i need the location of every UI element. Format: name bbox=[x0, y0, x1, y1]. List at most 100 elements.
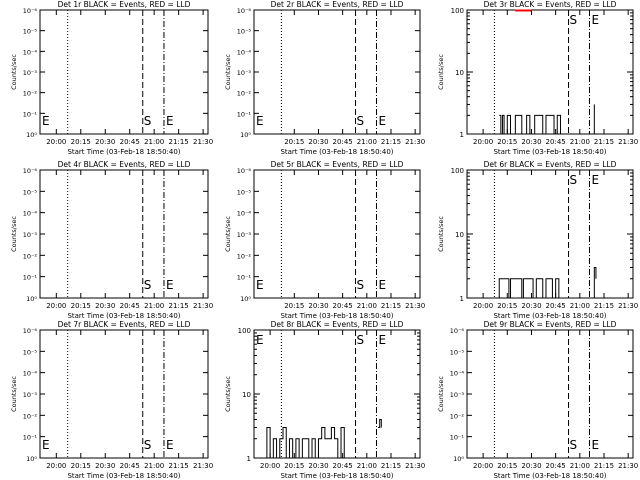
x-tick-label: 20:45 bbox=[333, 302, 353, 310]
chart-panel-8: Det 8r BLACK = Events, RED = LLD Counts/s… bbox=[224, 320, 425, 480]
x-tick-label: 20:45 bbox=[546, 302, 566, 310]
x-tick-label: 20:30 bbox=[308, 138, 328, 146]
x-tick-label: 21:00 bbox=[144, 462, 164, 470]
x-tick-label: 20:30 bbox=[95, 302, 115, 310]
x-tick-label: 21:15 bbox=[381, 302, 401, 310]
x-tick-label: 21:15 bbox=[381, 462, 401, 470]
data-series-line bbox=[592, 266, 597, 299]
x-tick-label: 20:15 bbox=[71, 462, 91, 470]
y-tick-label: 10⁻⁶ bbox=[450, 327, 465, 335]
y-tick-label: 10⁻² bbox=[237, 90, 252, 98]
chart-panel-7: Det 7r BLACK = Events, RED = LLD Counts/s… bbox=[10, 320, 213, 480]
marker-label-s: S bbox=[144, 438, 152, 452]
y-tick-label: 10⁰ bbox=[240, 295, 251, 303]
x-axis-label: Start Time (03-Feb-18 18:50:40) bbox=[67, 148, 180, 156]
x-tick-label: 20:00 bbox=[46, 462, 66, 470]
marker-label-e: E bbox=[256, 278, 264, 292]
plot-frame bbox=[253, 9, 421, 135]
y-tick-label: 10⁻² bbox=[450, 412, 465, 420]
x-tick-label: 21:00 bbox=[570, 302, 590, 310]
x-tick-label: 21:00 bbox=[144, 302, 164, 310]
y-tick-label: 10⁻¹ bbox=[23, 110, 38, 118]
x-axis-label: Start Time (03-Feb-18 18:50:40) bbox=[67, 472, 180, 480]
data-series-line bbox=[263, 426, 345, 459]
x-tick-label: 21:15 bbox=[169, 138, 189, 146]
y-tick-label: 10⁻¹ bbox=[237, 110, 252, 118]
y-tick-label: 10⁻⁶ bbox=[23, 327, 38, 335]
marker-label-e: E bbox=[378, 333, 386, 347]
chart-panel-9: Det 9r BLACK = Events, RED = LLD Counts/s… bbox=[437, 320, 638, 480]
plot-frame bbox=[39, 329, 209, 459]
x-tick-label: 21:15 bbox=[169, 302, 189, 310]
x-tick-label: 21:00 bbox=[144, 138, 164, 146]
x-tick-label: 20:45 bbox=[333, 462, 353, 470]
y-tick-label: 10⁻⁵ bbox=[23, 188, 38, 196]
x-tick-label: 20:15 bbox=[284, 138, 304, 146]
x-tick-label: 20:30 bbox=[95, 462, 115, 470]
y-tick-label: 10⁻² bbox=[23, 90, 38, 98]
x-axis-label: Start Time (03-Feb-18 18:50:40) bbox=[493, 472, 606, 480]
x-tick-label: 21:30 bbox=[405, 462, 425, 470]
x-tick-label: 20:30 bbox=[308, 302, 328, 310]
x-tick-label: 20:15 bbox=[284, 302, 304, 310]
y-tick-label: 1 bbox=[460, 131, 464, 139]
y-tick-label: 10⁻³ bbox=[237, 69, 252, 77]
marker-label-e: E bbox=[166, 278, 174, 292]
plot-frame bbox=[253, 169, 421, 299]
y-tick-label: 10⁻⁵ bbox=[237, 188, 252, 196]
y-tick-label: 10⁻² bbox=[23, 412, 38, 420]
x-tick-label: 21:00 bbox=[357, 462, 377, 470]
y-tick-label: 10⁻³ bbox=[23, 391, 38, 399]
chart-panel-2: Det 2r BLACK = Events, RED = LLD Counts/s… bbox=[224, 0, 425, 156]
x-tick-label: 20:30 bbox=[95, 138, 115, 146]
x-tick-label: 21:30 bbox=[405, 302, 425, 310]
y-tick-label: 10⁰ bbox=[26, 455, 37, 463]
y-tick-label: 1 bbox=[247, 455, 251, 463]
marker-label-e: E bbox=[256, 114, 264, 128]
marker-label-e: E bbox=[42, 114, 50, 128]
x-tick-label: 21:15 bbox=[594, 302, 614, 310]
x-axis-label: Start Time (03-Feb-18 18:50:40) bbox=[493, 148, 606, 156]
marker-label-s: S bbox=[357, 114, 365, 128]
y-tick-label: 10⁻³ bbox=[23, 69, 38, 77]
y-axis-label: Counts/sec bbox=[437, 376, 445, 412]
y-axis-label: Counts/sec bbox=[437, 216, 445, 252]
data-series-line bbox=[497, 278, 560, 299]
y-tick-label: 10⁰ bbox=[453, 455, 464, 463]
y-tick-label: 10⁻⁴ bbox=[237, 210, 252, 218]
data-series-line bbox=[592, 104, 595, 135]
y-tick-label: 10⁻⁵ bbox=[23, 348, 38, 356]
y-tick-label: 10⁻³ bbox=[450, 391, 465, 399]
x-tick-label: 20:30 bbox=[521, 462, 541, 470]
x-tick-label: 20:15 bbox=[71, 302, 91, 310]
x-tick-label: 20:45 bbox=[546, 138, 566, 146]
y-tick-label: 100 bbox=[451, 7, 464, 15]
chart-title: Det 8r BLACK = Events, RED = LLD bbox=[271, 320, 404, 329]
marker-label-e: E bbox=[166, 114, 174, 128]
y-tick-label: 10⁻⁴ bbox=[450, 370, 465, 378]
marker-label-e: E bbox=[42, 438, 50, 452]
chart-title: Det 5r BLACK = Events, RED = LLD bbox=[271, 160, 404, 169]
x-tick-label: 20:30 bbox=[521, 302, 541, 310]
y-tick-label: 10 bbox=[455, 231, 464, 239]
x-tick-label: 20:15 bbox=[71, 138, 91, 146]
x-tick-label: 20:00 bbox=[473, 138, 493, 146]
marker-label-s: S bbox=[570, 173, 578, 187]
chart-title: Det 6r BLACK = Events, RED = LLD bbox=[484, 160, 617, 169]
chart-panel-1: Det 1r BLACK = Events, RED = LLD Counts/s… bbox=[10, 0, 213, 156]
x-tick-label: 21:30 bbox=[618, 302, 638, 310]
y-tick-label: 10⁻⁵ bbox=[23, 28, 38, 36]
y-axis-label: Counts/sec bbox=[10, 54, 18, 90]
y-tick-label: 10⁻⁴ bbox=[23, 370, 38, 378]
x-tick-label: 21:15 bbox=[594, 138, 614, 146]
x-tick-label: 20:30 bbox=[521, 138, 541, 146]
marker-label-e: E bbox=[591, 13, 599, 27]
y-tick-label: 10⁻⁶ bbox=[23, 7, 38, 15]
y-tick-label: 10⁻⁵ bbox=[450, 348, 465, 356]
chart-title: Det 2r BLACK = Events, RED = LLD bbox=[271, 0, 404, 9]
y-tick-label: 100 bbox=[238, 327, 251, 335]
x-tick-label: 20:15 bbox=[497, 138, 517, 146]
marker-label-s: S bbox=[570, 438, 578, 452]
marker-label-e: E bbox=[378, 114, 386, 128]
y-tick-label: 100 bbox=[451, 167, 464, 175]
